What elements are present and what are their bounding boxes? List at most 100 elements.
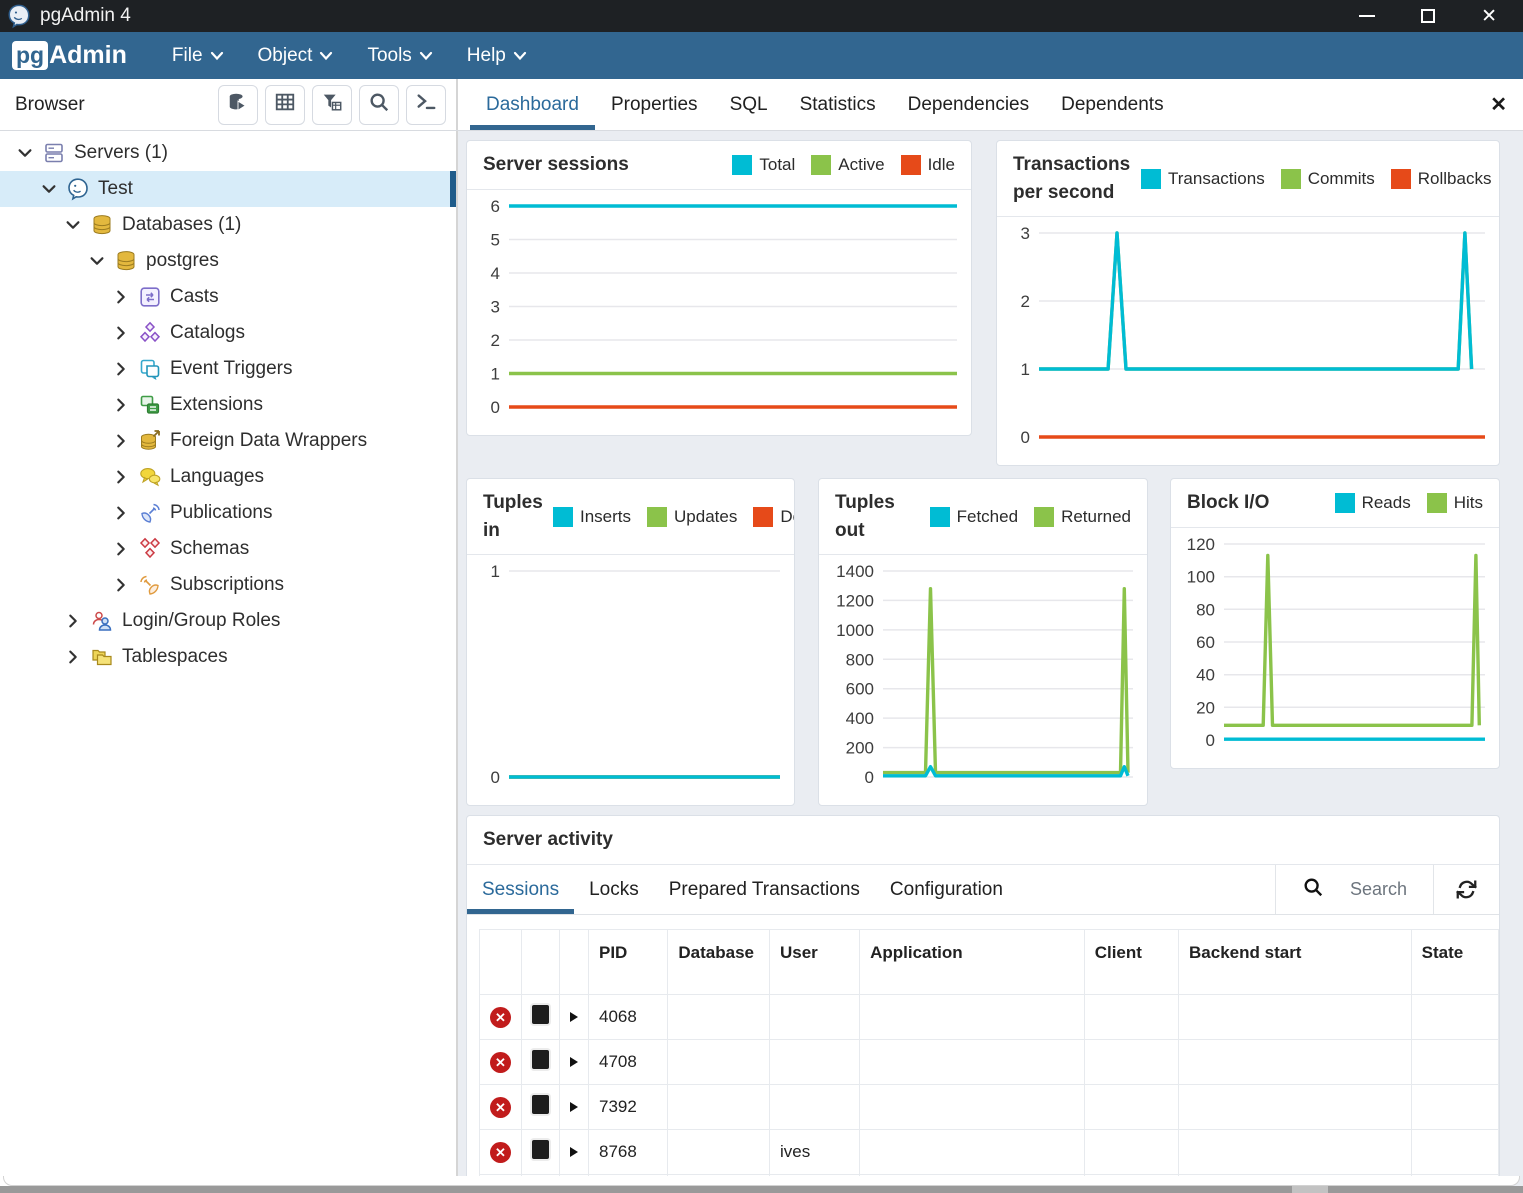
cell-backend_start: [1178, 994, 1412, 1040]
chevron-right-icon[interactable]: [110, 574, 132, 596]
chevron-right-icon[interactable]: [110, 394, 132, 416]
menu-label: Tools: [367, 44, 412, 66]
terminate-session-icon[interactable]: [532, 1095, 549, 1114]
cell-state: [1410, 1129, 1499, 1175]
tab-sql[interactable]: SQL: [729, 93, 768, 115]
horizontal-scrollbar[interactable]: [0, 1186, 1523, 1193]
svg-text:400: 400: [846, 709, 874, 728]
legend-item: Inserts: [553, 506, 631, 527]
header-row: Browser Dashboard Properties SQL Statistics…: [0, 79, 1523, 131]
activity-tab-locks[interactable]: Locks: [589, 878, 639, 900]
tree-item-login-group-roles[interactable]: Login/Group Roles: [0, 603, 456, 639]
tab-dependents[interactable]: Dependents: [1061, 93, 1164, 115]
logo-pg: pg: [12, 41, 49, 70]
menu-file[interactable]: File: [155, 32, 241, 79]
tree-item-tablespaces[interactable]: Tablespaces: [0, 639, 456, 675]
chevron-down-icon[interactable]: [38, 178, 60, 200]
tree-item-languages[interactable]: Languages: [0, 459, 456, 495]
tab-statistics[interactable]: Statistics: [799, 93, 876, 115]
chevron-right-icon[interactable]: [110, 502, 132, 524]
svg-text:1: 1: [491, 364, 500, 383]
chart-title: Tuples out: [835, 492, 895, 541]
legend-label: Fetched: [956, 506, 1019, 526]
column-header-control: [479, 929, 522, 995]
chevron-right-icon[interactable]: [110, 430, 132, 452]
search-objects-button[interactable]: [359, 84, 399, 125]
tree-item-label: Languages: [170, 466, 265, 487]
chevron-right-icon[interactable]: [62, 646, 84, 668]
legend-label: Commits: [1307, 168, 1375, 188]
activity-tab-configuration[interactable]: Configuration: [889, 878, 1003, 900]
chevron-right-icon[interactable]: [110, 466, 132, 488]
legend-item: Hits: [1426, 492, 1483, 513]
cancel-query-icon[interactable]: ✕: [490, 1141, 511, 1163]
tree-item-label: Test: [98, 178, 133, 199]
cell-pid: 4068: [587, 994, 669, 1040]
close-button[interactable]: ✕: [1481, 5, 1497, 27]
chevron-down-icon[interactable]: [86, 250, 108, 272]
divider: [1433, 865, 1434, 914]
tab-dashboard[interactable]: Dashboard: [470, 79, 595, 130]
filter-rows-button[interactable]: [312, 84, 352, 125]
chevron-down-icon[interactable]: [62, 214, 84, 236]
activity-tab-prepared-transactions[interactable]: Prepared Transactions: [668, 878, 860, 900]
cell-user: ives: [768, 1129, 861, 1175]
panel-close-icon[interactable]: ✕: [1490, 94, 1507, 116]
chevron-down-icon: [210, 45, 224, 67]
cancel-query-icon[interactable]: ✕: [490, 1096, 511, 1118]
session-search[interactable]: Search: [1276, 865, 1433, 914]
main-tab-bar: Dashboard Properties SQL Statistics Dependen…: [458, 79, 1523, 130]
tree-item-catalogs[interactable]: Catalogs: [0, 315, 456, 351]
psql-tool-button[interactable]: [406, 84, 446, 125]
tree-item-label: Casts: [170, 286, 219, 307]
expand-row-icon[interactable]: [570, 1012, 578, 1022]
chevron-right-icon[interactable]: [62, 610, 84, 632]
tree-item-databases-1[interactable]: Databases (1): [0, 207, 456, 243]
expand-row-icon[interactable]: [570, 1102, 578, 1112]
tree-item-event-triggers[interactable]: Event Triggers: [0, 351, 456, 387]
expand-row-icon[interactable]: [570, 1057, 578, 1067]
terminate-session-icon[interactable]: [532, 1050, 549, 1069]
column-header-control: [559, 929, 589, 995]
expand-row-icon[interactable]: [570, 1147, 578, 1157]
tree-item-postgres[interactable]: postgres: [0, 243, 456, 279]
tab-properties[interactable]: Properties: [610, 93, 698, 115]
tree-item-foreign-data-wrappers[interactable]: Foreign Data Wrappers: [0, 423, 456, 459]
cancel-query-icon[interactable]: ✕: [490, 1051, 511, 1073]
menu-tools[interactable]: Tools: [350, 32, 449, 79]
tree-item-publications[interactable]: Publications: [0, 495, 456, 531]
session-row: ✕ 4068: [479, 994, 1499, 1040]
legend-label: Active: [838, 154, 885, 174]
tree-item-servers-1[interactable]: Servers (1): [0, 135, 456, 171]
tree-item-schemas[interactable]: Schemas: [0, 531, 456, 567]
connect-database-icon: [227, 91, 249, 118]
chevron-right-icon[interactable]: [110, 538, 132, 560]
chevron-right-icon[interactable]: [110, 358, 132, 380]
activity-tab-sessions[interactable]: Sessions: [467, 865, 575, 914]
tree-item-extensions[interactable]: Extensions: [0, 387, 456, 423]
terminate-session-icon[interactable]: [532, 1140, 549, 1159]
refresh-button[interactable]: [1434, 865, 1499, 914]
tree-item-test[interactable]: Test: [0, 171, 456, 207]
tab-dependencies[interactable]: Dependencies: [907, 93, 1030, 115]
chart-canvas: 1400 1200 1000 800 600 400 200 0: [819, 555, 1147, 805]
terminate-session-icon[interactable]: [532, 1005, 549, 1024]
transactions-per-second-panel: Transactions per second Transactions Commi…: [996, 140, 1500, 466]
cancel-query-icon[interactable]: ✕: [490, 1006, 511, 1028]
menu-object[interactable]: Object: [241, 32, 351, 79]
cell-state: [1410, 1084, 1499, 1130]
server-activity-panel: Server activity Sessions Locks Prepared Tr…: [466, 815, 1500, 1193]
chevron-right-icon[interactable]: [110, 286, 132, 308]
connect-database-button[interactable]: [218, 84, 258, 125]
chevron-right-icon[interactable]: [110, 322, 132, 344]
maximize-button[interactable]: [1421, 9, 1436, 23]
minimize-button[interactable]: [1359, 15, 1376, 17]
tree-item-subscriptions[interactable]: Subscriptions: [0, 567, 456, 603]
svg-text:20: 20: [1196, 698, 1215, 717]
query-tool-button[interactable]: [265, 84, 305, 125]
column-header-database: Database: [667, 929, 770, 995]
tree-item-casts[interactable]: Casts: [0, 279, 456, 315]
tree-item-label: Login/Group Roles: [122, 610, 281, 631]
menu-help[interactable]: Help: [450, 32, 544, 79]
chevron-down-icon[interactable]: [14, 142, 36, 164]
